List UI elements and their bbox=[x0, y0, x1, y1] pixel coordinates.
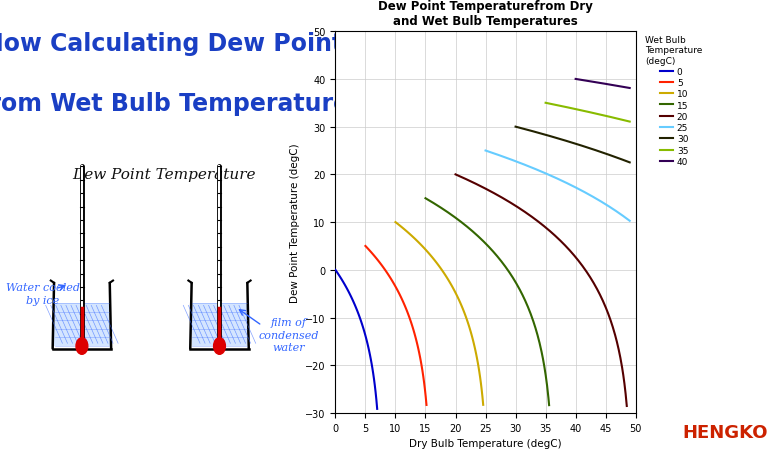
Y-axis label: Dew Point Temperature (degC): Dew Point Temperature (degC) bbox=[289, 143, 300, 302]
Text: Dew Point Temperature: Dew Point Temperature bbox=[72, 168, 256, 181]
Text: How Calculating Dew Point: How Calculating Dew Point bbox=[0, 32, 343, 56]
Text: HENGKO: HENGKO bbox=[682, 423, 768, 441]
X-axis label: Dry Bulb Temperature (degC): Dry Bulb Temperature (degC) bbox=[410, 438, 562, 448]
Circle shape bbox=[214, 338, 225, 354]
Legend: 0, 5, 10, 15, 20, 25, 30, 35, 40: 0, 5, 10, 15, 20, 25, 30, 35, 40 bbox=[642, 32, 707, 170]
Text: film of
condensed
water: film of condensed water bbox=[258, 318, 318, 353]
Text: from Wet Bulb Temperature: from Wet Bulb Temperature bbox=[0, 92, 349, 116]
Title: Dew Point Temperaturefrom Dry
and Wet Bulb Temperatures: Dew Point Temperaturefrom Dry and Wet Bu… bbox=[378, 0, 593, 28]
Circle shape bbox=[76, 338, 88, 354]
Polygon shape bbox=[54, 303, 110, 346]
Polygon shape bbox=[192, 303, 247, 346]
Text: Water cooled
by ice: Water cooled by ice bbox=[5, 283, 80, 305]
